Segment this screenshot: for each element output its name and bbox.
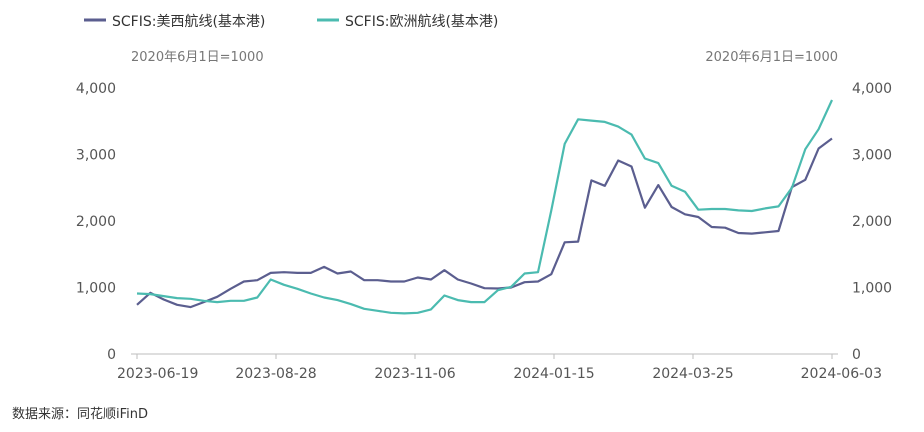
x-tick-label: 2024-01-15: [513, 366, 594, 382]
right-tick-label: 2,000: [852, 214, 892, 230]
left-tick-label: 0: [107, 347, 116, 363]
right-axis-note: 2020年6月1日=1000: [705, 50, 838, 65]
x-tick-label: 2023-11-06: [374, 366, 455, 382]
x-tick-label: 2023-06-19: [117, 366, 198, 382]
right-tick-label: 0: [852, 347, 861, 363]
series-line-europe: [136, 99, 833, 315]
left-axis-note: 2020年6月1日=1000: [131, 50, 264, 65]
left-axis: 0 1,000 2,000 3,000 4,000: [76, 81, 116, 363]
x-tick-label: 2024-03-25: [652, 366, 733, 382]
left-tick-label: 2,000: [76, 214, 116, 230]
series-line-us-west: [136, 137, 833, 309]
line-chart: SCFIS:美西航线(基本港) SCFIS:欧洲航线(基本港) 2020年6月1…: [76, 13, 892, 382]
x-axis: 2023-06-19 2023-08-28 2023-11-06 2024-01-15…: [117, 354, 882, 382]
right-axis: 0 1,000 2,000 3,000 4,000: [852, 81, 892, 363]
right-tick-label: 3,000: [852, 148, 892, 164]
series-group: [136, 99, 833, 315]
left-tick-label: 4,000: [76, 81, 116, 97]
x-tick-label: 2024-06-03: [801, 366, 882, 382]
legend-label-europe: SCFIS:欧洲航线(基本港): [345, 13, 498, 30]
right-tick-label: 4,000: [852, 81, 892, 97]
right-tick-label: 1,000: [852, 281, 892, 297]
left-tick-label: 1,000: [76, 281, 116, 297]
left-tick-label: 3,000: [76, 148, 116, 164]
x-tick-label: 2023-08-28: [235, 366, 316, 382]
legend-label-us-west: SCFIS:美西航线(基本港): [112, 13, 265, 30]
data-source: 数据来源：同花顺iFinD: [12, 407, 149, 422]
